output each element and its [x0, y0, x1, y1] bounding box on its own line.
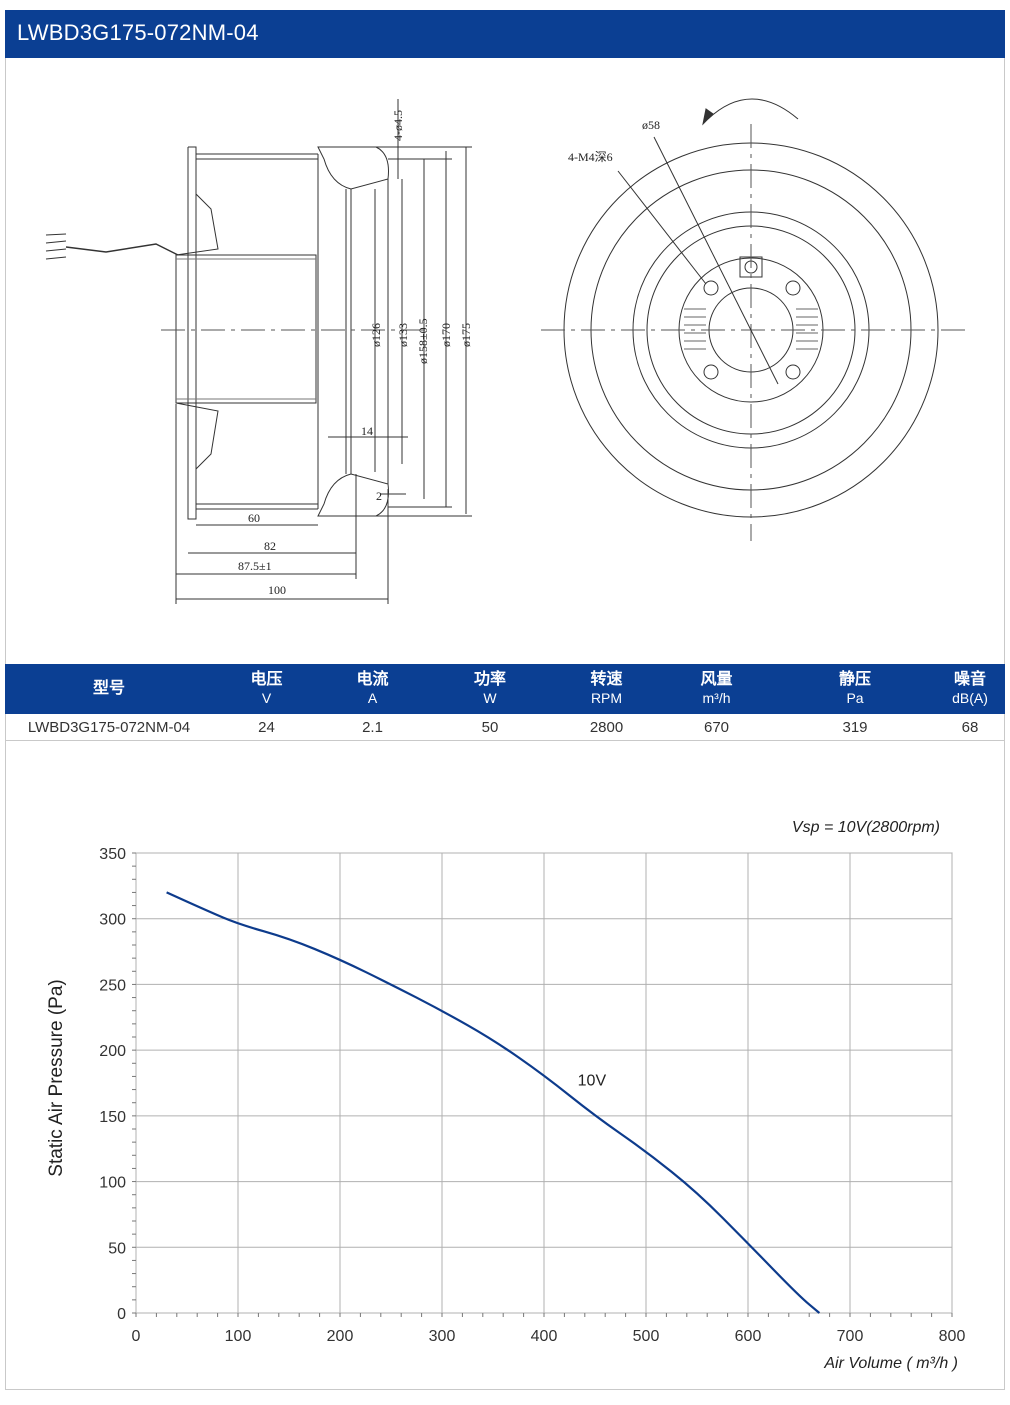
y-tick-label: 150	[99, 1109, 126, 1126]
y-tick-label: 0	[117, 1306, 126, 1323]
col-speed: 转速 RPM	[555, 664, 658, 714]
specs-header-row: 型号 电压 V 电流 A 功率 W 转速 RPM 风量 m³/h 静压 Pa 噪音 dB(A)	[5, 664, 1005, 714]
y-tick-label: 50	[108, 1240, 126, 1257]
dim-w82: 82	[264, 539, 276, 553]
page-title: LWBD3G175-072NM-04	[17, 20, 259, 45]
col-current: 电流 A	[320, 664, 425, 714]
x-tick-label: 200	[327, 1328, 354, 1345]
x-tick-label: 100	[225, 1328, 252, 1345]
cell-speed: 2800	[555, 714, 658, 741]
x-tick-label: 800	[939, 1328, 966, 1345]
cell-model: LWBD3G175-072NM-04	[5, 714, 213, 741]
col-power: 功率 W	[425, 664, 555, 714]
title-bar: LWBD3G175-072NM-04	[5, 10, 1005, 58]
dim-w60: 60	[248, 511, 260, 525]
dim-w14: 14	[361, 424, 373, 438]
chart-annotation: Vsp = 10V(2800rpm)	[792, 819, 940, 836]
cell-noise: 68	[935, 714, 1005, 741]
y-tick-label: 350	[99, 846, 126, 863]
col-model: 型号	[5, 664, 213, 714]
cell-voltage: 24	[213, 714, 320, 741]
technical-drawing: 4-ø4.5 ø126 ø133 ø158±0.5 ø170 ø175 14 2…	[45, 98, 971, 604]
x-tick-label: 0	[132, 1328, 141, 1345]
x-tick-label: 500	[633, 1328, 660, 1345]
dim-thread: 4-M4深6	[568, 150, 613, 164]
col-pressure: 静压 Pa	[775, 664, 935, 714]
table-row: LWBD3G175-072NM-04 24 2.1 50 2800 670 31…	[5, 714, 1005, 741]
x-tick-label: 600	[735, 1328, 762, 1345]
performance-chart: 0 50 100 150 200 250 300 350 0 100 200 300 400 500 600…	[46, 819, 966, 1372]
y-tick-label: 250	[99, 977, 126, 994]
col-noise: 噪音 dB(A)	[935, 664, 1005, 714]
specs-table: 型号 电压 V 电流 A 功率 W 转速 RPM 风量 m³/h 静压 Pa 噪音 dB(A)…	[5, 664, 1005, 741]
dim-d133: ø133	[396, 323, 410, 347]
series-label-10v: 10V	[578, 1073, 607, 1090]
x-tick-label: 400	[531, 1328, 558, 1345]
x-axis-label: Air Volume ( m³/h )	[823, 1355, 958, 1372]
y-tick-label: 200	[99, 1043, 126, 1060]
col-airflow: 风量 m³/h	[658, 664, 775, 714]
series-line-10v	[166, 891, 821, 1314]
dim-w2: 2	[376, 489, 382, 503]
cell-pressure: 319	[775, 714, 935, 741]
x-tick-label: 300	[429, 1328, 456, 1345]
dim-w100: 100	[268, 583, 286, 597]
side-view-outline	[187, 146, 197, 520]
dim-d58: ø58	[642, 118, 660, 132]
dim-holes: 4-ø4.5	[391, 110, 405, 141]
dim-w87: 87.5±1	[238, 559, 272, 573]
cell-power: 50	[425, 714, 555, 741]
y-tick-label: 100	[99, 1175, 126, 1192]
dim-d175: ø175	[459, 323, 473, 347]
dim-d158: ø158±0.5	[416, 318, 430, 364]
x-tick-label: 700	[837, 1328, 864, 1345]
dim-d126: ø126	[369, 323, 383, 347]
cell-current: 2.1	[320, 714, 425, 741]
y-axis-label: Static Air Pressure (Pa)	[46, 979, 67, 1176]
y-tick-label: 300	[99, 912, 126, 929]
col-voltage: 电压 V	[213, 664, 320, 714]
cell-airflow: 670	[658, 714, 775, 741]
dim-d170: ø170	[439, 323, 453, 347]
